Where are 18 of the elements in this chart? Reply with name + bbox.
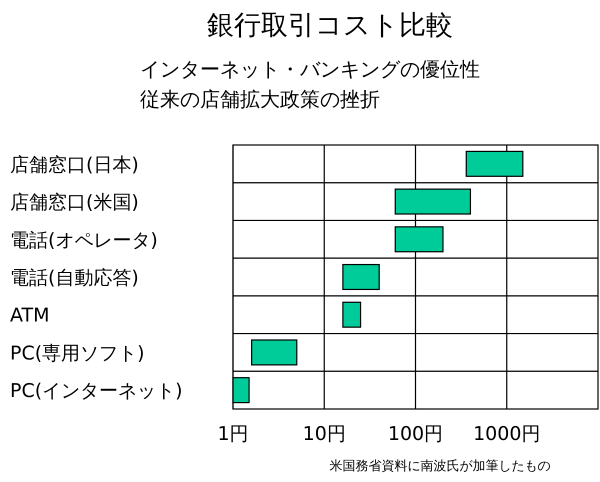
y-tick-label: PC(専用ソフト) [10, 342, 145, 364]
chart-title: 銀行取引コスト比較 [207, 10, 453, 41]
y-tick-label: 電話(オペレータ) [10, 229, 158, 252]
y-tick-label: 店舗窓口(日本) [10, 154, 139, 176]
y-tick-label: 店舗窓口(米国) [10, 192, 139, 214]
bar [251, 339, 298, 366]
chart-subtitle: インターネット・バンキングの優位性 [140, 57, 480, 81]
text: 従来の店舗拡大政策の挫折 [140, 87, 380, 111]
x-tick-label: 100円 [388, 423, 444, 445]
bar [342, 302, 362, 328]
text: 米国務省資料に南波氏が加筆したもの [330, 459, 550, 474]
x-tick-label: 1円 [217, 423, 249, 445]
x-tick-label: 1000円 [473, 423, 540, 445]
y-tick-label: ATM [10, 304, 50, 327]
x-tick-label: 10円 [302, 423, 346, 445]
y-tick-label: PC(インターネット) [10, 380, 183, 402]
y-tick-label: 電話(自動応答) [10, 267, 139, 289]
bar [342, 264, 380, 290]
